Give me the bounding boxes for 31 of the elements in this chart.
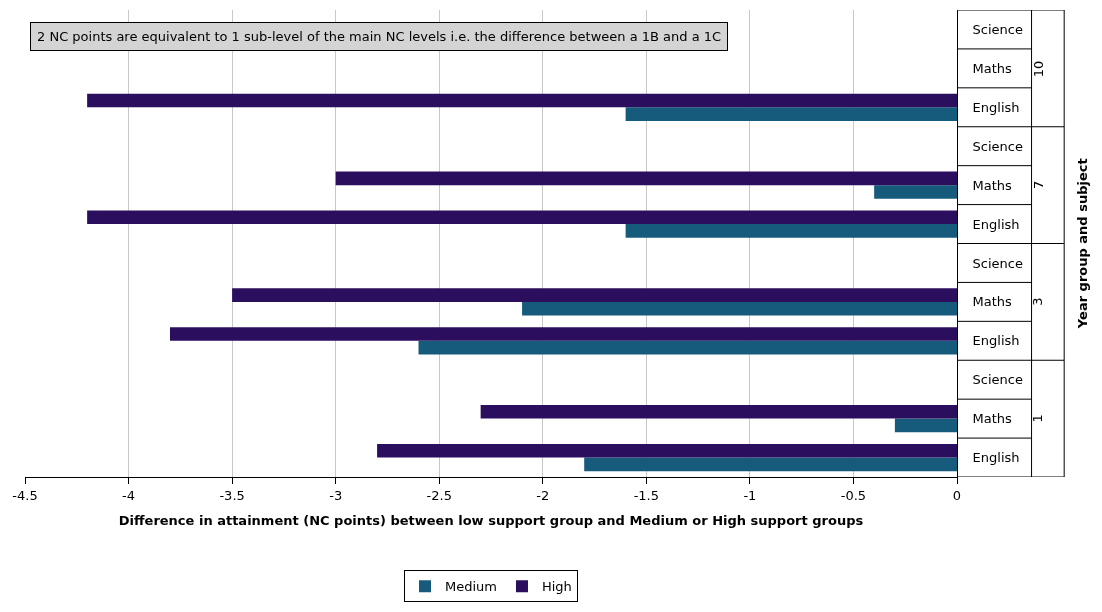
text: 3 [1030, 297, 1046, 306]
text: 10 [1030, 60, 1046, 78]
y-tick-label: Maths [972, 411, 1013, 427]
x-tick-label: -1.5 [633, 487, 660, 503]
x-tick-label: -0.5 [840, 487, 867, 503]
y-tick-label: Science [972, 138, 1024, 154]
x-tick-label: -3.5 [219, 487, 245, 503]
y-tick-label: English [972, 333, 1020, 349]
y-tick-label: Science [972, 255, 1024, 271]
x-tick-label: -2 [536, 487, 550, 503]
y-tick-label: Maths [972, 294, 1013, 310]
x-tick-label: -2.5 [426, 487, 452, 503]
y-axis-title: Year group and subject [1075, 158, 1091, 330]
x-tick-label: -1 [743, 487, 757, 503]
annotation: 2 NC points are equivalent to 1 sub-level of the main NC levels i.e. the difference between a 1B and a 1C [37, 29, 722, 44]
x-axis-title: Difference in attainment (NC points) between low support group and Medium or High support groups [118, 513, 864, 529]
x-tick-label: -4 [122, 487, 136, 503]
x-tick-label: -3 [329, 487, 343, 503]
text: 7 [1030, 180, 1046, 190]
y-tick-label: Maths [972, 60, 1013, 76]
y-tick-label: English [972, 450, 1020, 466]
y-tick-label: English [972, 216, 1020, 232]
y-tick-label: Maths [972, 177, 1013, 193]
x-tick-label: 0 [952, 487, 962, 503]
text: 1 [1030, 414, 1046, 423]
legend-label: Medium [445, 579, 497, 595]
x-tick-label: -4.5 [12, 487, 38, 503]
y-tick-label: Science [972, 22, 1024, 38]
y-tick-label: English [972, 99, 1020, 115]
legend-label: High [541, 579, 572, 595]
y-tick-label: Science [972, 372, 1024, 388]
